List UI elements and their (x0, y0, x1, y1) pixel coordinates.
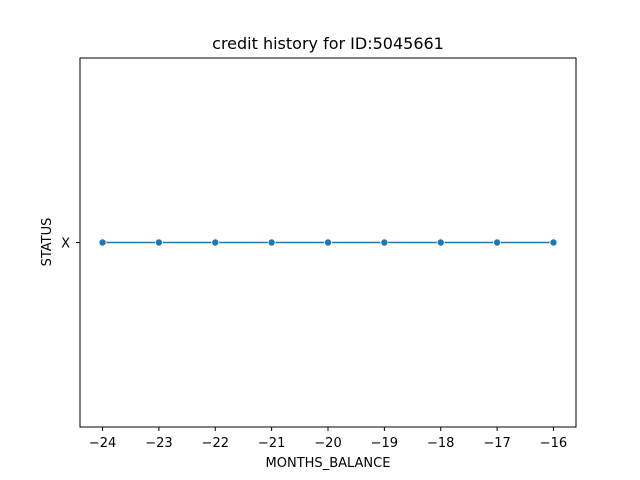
x-axis: −24 −23 −22 −21 −20 −19 −18 −17 −16 (89, 427, 567, 451)
x-tick-label: −19 (371, 436, 398, 451)
y-axis: X (61, 237, 80, 252)
x-tick-label: −22 (202, 436, 229, 451)
x-tick-label: −17 (483, 436, 510, 451)
data-point (493, 238, 502, 247)
y-axis-label: STATUS (40, 218, 55, 267)
data-point (436, 238, 445, 247)
x-tick-label: −18 (427, 436, 454, 451)
x-tick-label: −23 (145, 436, 172, 451)
chart-title: credit history for ID:5045661 (212, 34, 444, 53)
x-axis-label: MONTHS_BALANCE (266, 456, 391, 471)
x-tick-label: −20 (314, 436, 341, 451)
plot-area (98, 238, 558, 247)
data-point (211, 238, 220, 247)
data-point (154, 238, 163, 247)
y-tick-label: X (61, 237, 70, 252)
data-point (549, 238, 558, 247)
data-point (267, 238, 276, 247)
data-point (98, 238, 107, 247)
data-point (323, 238, 332, 247)
data-point (380, 238, 389, 247)
x-tick-label: −24 (89, 436, 116, 451)
x-tick-label: −21 (258, 436, 285, 451)
x-tick-label: −16 (540, 436, 567, 451)
